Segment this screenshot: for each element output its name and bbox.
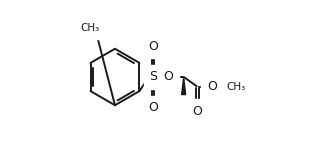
Text: CH₃: CH₃ bbox=[227, 82, 246, 92]
Text: O: O bbox=[164, 71, 173, 83]
Text: S: S bbox=[149, 71, 157, 83]
Text: O: O bbox=[192, 105, 202, 118]
Text: O: O bbox=[207, 80, 217, 93]
Polygon shape bbox=[182, 79, 186, 95]
Text: O: O bbox=[148, 101, 158, 114]
Text: CH₃: CH₃ bbox=[81, 23, 100, 33]
Text: O: O bbox=[148, 40, 158, 53]
